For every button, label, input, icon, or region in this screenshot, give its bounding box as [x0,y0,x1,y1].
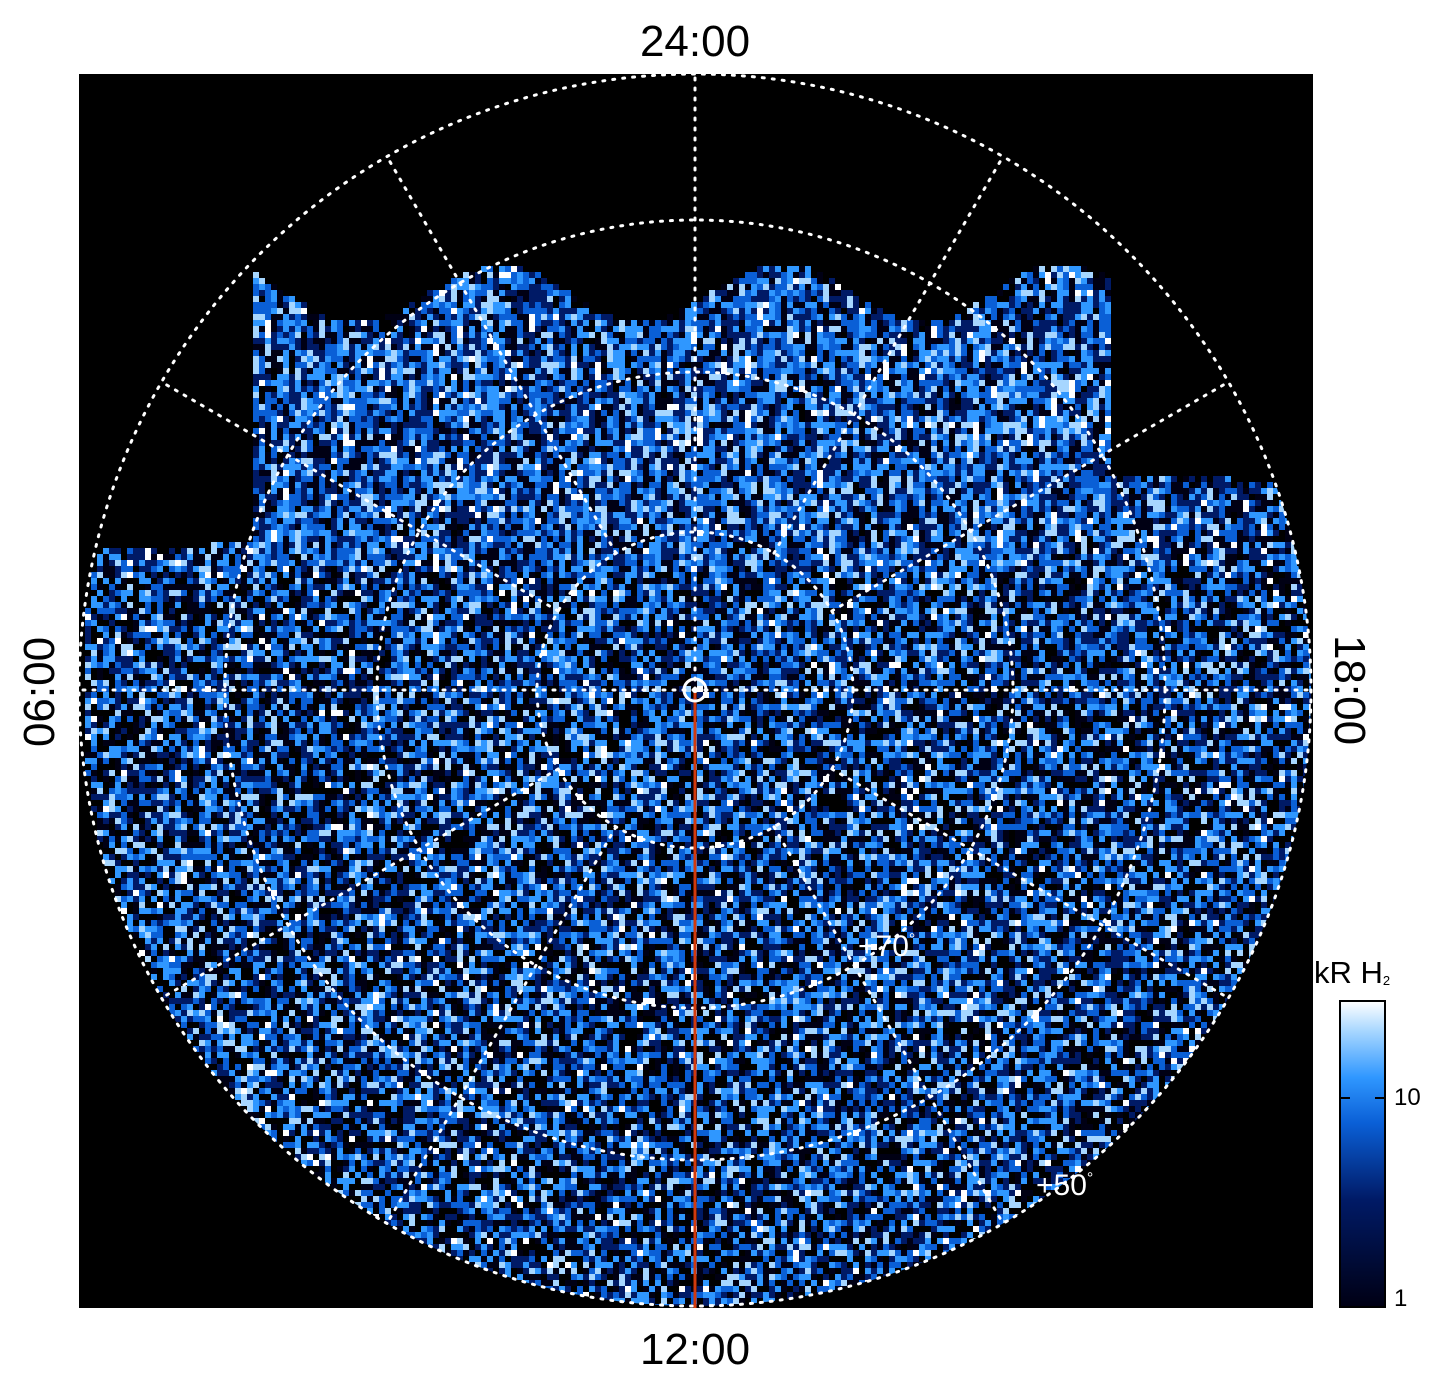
colorbar-tick-1: 1 [1394,1287,1407,1311]
pole-marker [682,677,708,703]
meridian-line [160,767,560,1000]
meridian-line [385,155,618,555]
meridian-line [385,825,618,1225]
emission-pixels [85,266,1311,1306]
local-time-label-midnight: 24:00 [640,20,750,64]
local-time-label-dawn: 06:00 [15,637,64,747]
meridian-line [772,155,1005,555]
meridian-line [830,767,1230,1000]
meridian-line [160,380,560,613]
meridian-line [772,825,1005,1225]
colorbar [1339,1000,1386,1308]
meridian-line [830,380,1230,613]
colorbar-tick-10: 10 [1394,1086,1421,1110]
latitude-label-50: +50° [1036,1171,1093,1201]
latitude-label-70: +70° [858,932,915,962]
colorbar-title: kR H2 [1314,957,1390,988]
local-time-label-dusk: 18:00 [1325,635,1374,745]
local-time-label-noon: 12:00 [640,1328,750,1372]
